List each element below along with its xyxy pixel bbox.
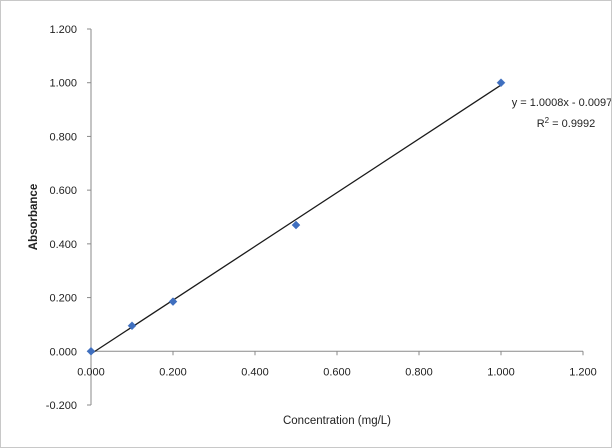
y-tick-label: 0.200 — [49, 293, 77, 305]
x-tick-label: 0.400 — [241, 366, 269, 378]
r-squared-prefix: R — [537, 118, 545, 130]
y-tick-label: 1.000 — [49, 78, 77, 90]
x-tick-label: 0.800 — [405, 366, 433, 378]
trendline-layer — [90, 84, 502, 355]
data-point — [496, 78, 506, 88]
x-tick-label: 1.000 — [487, 366, 515, 378]
y-tick-label: 0.800 — [49, 131, 77, 143]
x-axis-title: Concentration (mg/L) — [283, 415, 391, 427]
y-axis-title: Absorbance — [28, 184, 40, 250]
data-point — [127, 321, 137, 331]
y-tick-label: 0.400 — [49, 239, 77, 251]
r-squared-value: = 0.9992 — [549, 118, 595, 130]
r-squared-superscript: 2 — [545, 116, 550, 125]
y-tick-label: 0.600 — [49, 185, 77, 197]
trendline — [90, 84, 502, 355]
data-point — [291, 220, 301, 230]
y-tick-label: 1.200 — [49, 24, 77, 36]
x-tick-label: 0.200 — [159, 366, 187, 378]
data-point — [86, 346, 96, 356]
data-point — [168, 297, 178, 306]
data-points — [86, 78, 506, 356]
trendline-equation: y = 1.0008x - 0.0097 — [512, 97, 611, 109]
x-tick-label: 0.000 — [77, 366, 105, 378]
x-tick-label: 1.200 — [569, 366, 597, 378]
tick-labels: -0.200 0.000 0.200 0.400 0.600 0.800 1.000 1.20… — [46, 24, 597, 412]
x-tick-label: 0.600 — [323, 366, 351, 378]
y-tick-label: 0.000 — [49, 346, 77, 358]
y-tick-label: -0.200 — [46, 400, 77, 412]
axes — [87, 28, 584, 406]
r-squared-label: R2 = 0.9992 — [537, 116, 596, 130]
